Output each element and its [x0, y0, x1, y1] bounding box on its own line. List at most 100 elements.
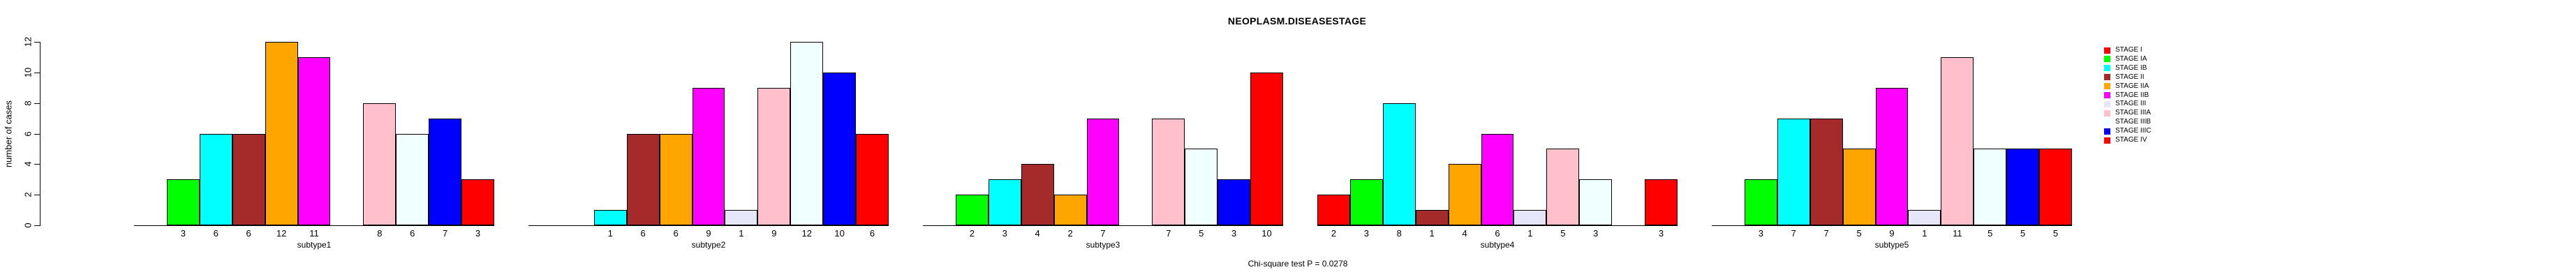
- y-axis-tick-label: 2: [22, 192, 34, 197]
- bar-value-label: 9: [771, 228, 777, 239]
- bar: [1382, 103, 1416, 225]
- bar-value-label: 5: [2052, 228, 2059, 239]
- y-axis-tick-label: 6: [22, 130, 34, 137]
- legend-swatch: [2104, 56, 2110, 63]
- legend-swatch: [2104, 100, 2110, 107]
- bar: [363, 103, 397, 225]
- panel-label: subtype2: [691, 240, 726, 250]
- bar: [461, 179, 494, 225]
- bar-value-label: 9: [706, 228, 711, 239]
- bar: [1086, 118, 1120, 225]
- bar-value-label: 8: [377, 228, 383, 239]
- bar: [1513, 210, 1547, 225]
- bar: [856, 133, 889, 225]
- bar-value-label: 7: [1166, 228, 1171, 239]
- legend-label: STAGE IIB: [2115, 91, 2149, 99]
- bar-value-label: 3: [1231, 228, 1237, 239]
- bar-value-label: 7: [1791, 228, 1796, 239]
- bar: [429, 118, 462, 225]
- bar: [1152, 118, 1185, 225]
- bar-value-label: 1: [1527, 228, 1533, 239]
- bar-value-label: 4: [1462, 228, 1467, 239]
- bar: [757, 87, 791, 225]
- bar: [1974, 149, 2007, 225]
- legend-swatch: [2104, 128, 2110, 135]
- y-axis-tick: [34, 225, 40, 226]
- bar-value-label: 6: [410, 228, 415, 239]
- y-axis-tick: [34, 42, 40, 43]
- panel-label: subtype1: [297, 240, 332, 250]
- bar: [823, 72, 857, 225]
- bar: [955, 195, 989, 225]
- y-axis-tick: [34, 164, 40, 165]
- y-axis-tick: [34, 103, 40, 104]
- bar-value-label: 5: [1856, 228, 1862, 239]
- panel-x-axis-line: [1317, 225, 1678, 226]
- bar-value-label: 10: [834, 228, 845, 239]
- bar: [1415, 210, 1449, 225]
- bar-value-label: 7: [1823, 228, 1829, 239]
- bar: [396, 133, 429, 225]
- bar: [659, 133, 693, 225]
- panel-label: subtype5: [1874, 240, 1909, 250]
- bar: [1777, 118, 1810, 225]
- bar-value-label: 1: [607, 228, 613, 239]
- legend-label: STAGE IA: [2115, 54, 2147, 63]
- chart-title: NEOPLASM.DISEASESTAGE: [1227, 15, 1367, 27]
- bar: [593, 210, 627, 225]
- y-axis-tick-label: 8: [22, 100, 34, 106]
- bar-value-label: 1: [739, 228, 744, 239]
- bar-value-label: 5: [1987, 228, 1993, 239]
- panel-label: subtype3: [1086, 240, 1120, 250]
- bar-value-label: 8: [1396, 228, 1402, 239]
- bar: [265, 42, 298, 225]
- panel-x-axis-line: [923, 225, 1283, 226]
- bar-value-label: 6: [869, 228, 875, 239]
- bar: [1645, 179, 1678, 225]
- legend-swatch: [2104, 47, 2110, 54]
- bar: [199, 133, 232, 225]
- y-axis-tick: [34, 133, 40, 135]
- y-axis-title: number of cases: [3, 100, 14, 168]
- bar: [2039, 149, 2072, 225]
- legend-swatch: [2104, 119, 2110, 126]
- legend-swatch: [2104, 74, 2110, 81]
- bar-value-label: 1: [1922, 228, 1927, 239]
- bar: [1809, 118, 1843, 225]
- bar-value-label: 2: [969, 228, 975, 239]
- bar-value-label: 3: [1363, 228, 1369, 239]
- bar: [1317, 195, 1350, 225]
- y-axis-tick-label: 4: [22, 161, 34, 167]
- bar-value-label: 3: [1758, 228, 1763, 239]
- bar: [232, 133, 265, 225]
- bar-value-label: 3: [180, 228, 186, 239]
- bar-value-label: 7: [443, 228, 448, 239]
- bar-value-label: 7: [1100, 228, 1106, 239]
- bar-value-label: 1: [1429, 228, 1435, 239]
- bar-value-label: 3: [1593, 228, 1599, 239]
- legend-swatch: [2104, 83, 2110, 90]
- legend-swatch: [2104, 110, 2110, 116]
- legend-swatch: [2104, 65, 2110, 72]
- bar: [988, 179, 1021, 225]
- bar: [1053, 195, 1087, 225]
- legend-label: STAGE IB: [2115, 63, 2147, 72]
- legend-swatch: [2104, 137, 2110, 144]
- bar-value-label: 2: [1331, 228, 1337, 239]
- panel-x-axis-line: [1712, 225, 2072, 226]
- bar: [1185, 149, 1218, 225]
- bar: [1448, 164, 1481, 225]
- bar-value-label: 5: [2020, 228, 2026, 239]
- bar-value-label: 6: [213, 228, 219, 239]
- bar: [1021, 164, 1054, 225]
- legend-label: STAGE III: [2115, 100, 2147, 108]
- y-axis-tick-label: 10: [22, 67, 34, 78]
- bar: [1546, 149, 1580, 225]
- bar-value-label: 12: [801, 228, 812, 239]
- panel-x-axis-line: [528, 225, 889, 226]
- panel-label: subtype4: [1480, 240, 1515, 250]
- legend-label: STAGE IV: [2115, 136, 2147, 144]
- bar: [1941, 56, 1974, 225]
- bar: [2006, 149, 2040, 225]
